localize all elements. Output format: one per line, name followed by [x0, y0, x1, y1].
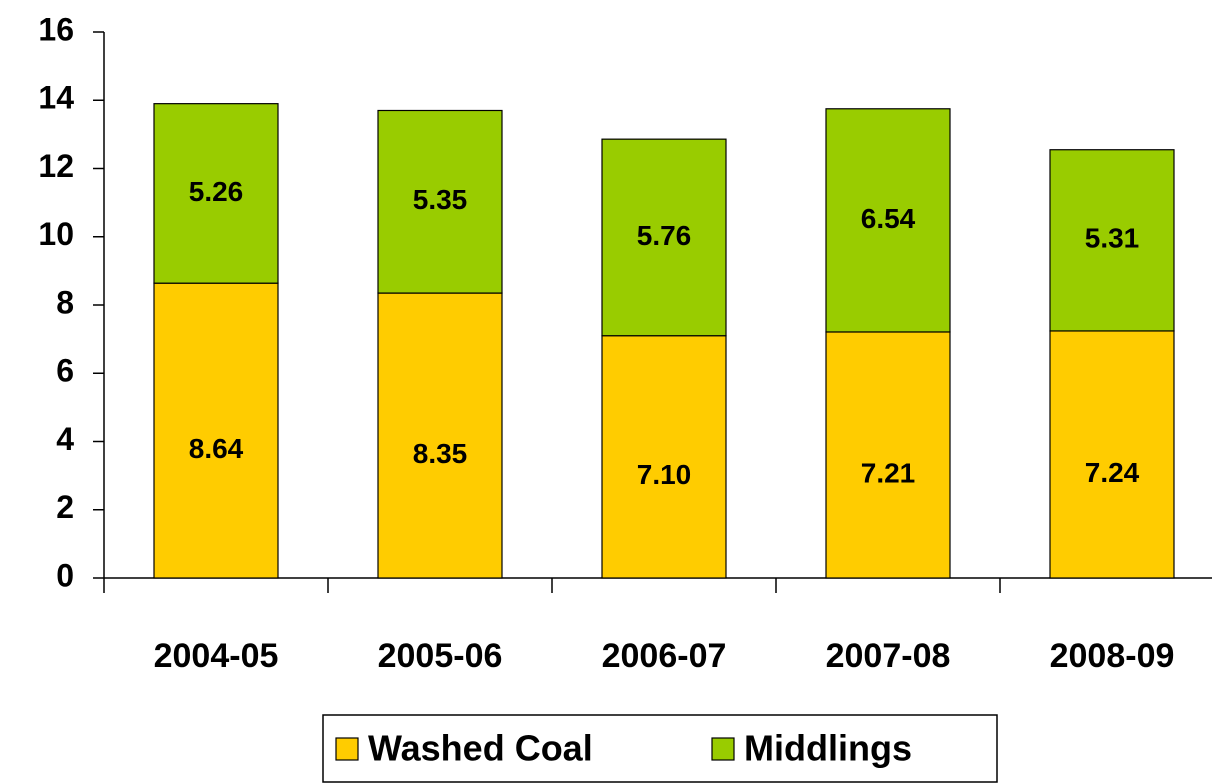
y-tick-label: 4	[56, 421, 74, 457]
bar-segment	[153, 103, 279, 284]
data-label: 8.64	[189, 433, 244, 464]
y-tick-label: 6	[56, 353, 74, 389]
bar-segment	[825, 108, 951, 333]
bar-segment	[1049, 149, 1175, 332]
legend-box	[322, 714, 998, 783]
y-tick-label: 10	[38, 216, 74, 252]
data-label: 5.76	[637, 220, 692, 251]
x-tick-label: 2004-05	[154, 637, 279, 675]
data-label: 6.54	[861, 203, 916, 234]
bar-segment	[1049, 330, 1175, 579]
bar-segment	[153, 282, 279, 579]
y-tick-label: 16	[38, 11, 74, 47]
y-tick-label: 8	[56, 284, 74, 320]
x-tick-label: 2007-08	[826, 637, 951, 675]
data-label: 5.26	[189, 176, 244, 207]
legend-swatch	[711, 737, 735, 761]
legend-label: Middlings	[744, 728, 912, 769]
bar-segment	[377, 292, 503, 579]
y-tick-label: 12	[38, 148, 74, 184]
bar-segment	[601, 335, 727, 579]
bar-segment	[825, 331, 951, 579]
y-tick-label: 14	[38, 80, 74, 116]
data-label: 7.10	[637, 459, 692, 490]
data-label: 5.35	[413, 184, 468, 215]
data-label: 7.24	[1085, 457, 1140, 488]
bar-segment	[601, 138, 727, 337]
data-label: 5.31	[1085, 223, 1140, 254]
x-tick-label: 2006-07	[602, 637, 727, 675]
bar-segment	[377, 109, 503, 294]
data-label: 8.35	[413, 438, 468, 469]
y-tick-label: 0	[56, 557, 74, 593]
legend-swatch	[335, 737, 359, 761]
x-tick-label: 2008-09	[1050, 637, 1175, 675]
y-tick-label: 2	[56, 489, 74, 525]
x-tick-label: 2005-06	[378, 637, 503, 675]
data-label: 7.21	[861, 457, 916, 488]
legend-label: Washed Coal	[368, 728, 593, 769]
